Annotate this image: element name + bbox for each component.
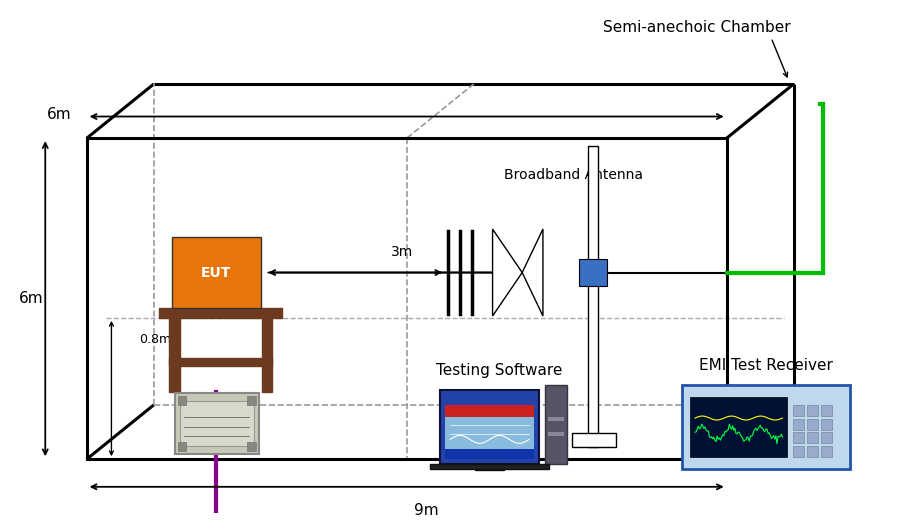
Bar — [579, 259, 607, 287]
Bar — [441, 390, 539, 464]
Text: Broadband Antenna: Broadband Antenna — [504, 168, 643, 182]
Bar — [545, 385, 566, 464]
Bar — [548, 433, 564, 436]
Bar — [445, 405, 534, 459]
Bar — [690, 397, 788, 457]
Bar — [807, 446, 818, 457]
Bar — [247, 396, 255, 405]
Bar — [445, 449, 534, 459]
Bar — [821, 433, 832, 444]
Bar — [793, 405, 804, 415]
Bar — [548, 417, 564, 421]
Bar — [174, 393, 259, 454]
Text: 6m: 6m — [19, 291, 44, 306]
Bar — [169, 358, 273, 366]
Bar — [807, 433, 818, 444]
Bar — [180, 401, 253, 446]
Bar — [431, 464, 549, 469]
Bar — [821, 446, 832, 457]
Text: EMI Test Receiver: EMI Test Receiver — [700, 358, 833, 373]
Bar — [177, 443, 186, 451]
Text: 3m: 3m — [391, 245, 413, 259]
Bar — [821, 419, 832, 430]
Bar — [793, 419, 804, 430]
Bar — [807, 419, 818, 430]
Bar — [475, 464, 504, 470]
Bar — [793, 433, 804, 444]
Bar — [807, 405, 818, 415]
Polygon shape — [522, 229, 543, 316]
Bar — [247, 443, 255, 451]
Bar — [821, 405, 832, 415]
Text: Semi-anechoic Chamber: Semi-anechoic Chamber — [603, 20, 790, 35]
Bar — [159, 308, 282, 318]
Bar — [169, 318, 180, 392]
Bar — [793, 446, 804, 457]
Text: Testing Software: Testing Software — [436, 363, 563, 378]
Bar — [682, 385, 850, 469]
Bar — [86, 138, 726, 459]
Bar — [177, 396, 186, 405]
Text: 0.8m: 0.8m — [139, 333, 171, 346]
Text: 9m: 9m — [414, 503, 439, 517]
Bar — [262, 318, 273, 392]
Text: 6m: 6m — [47, 107, 72, 122]
Text: EUT: EUT — [201, 266, 231, 280]
Bar — [172, 237, 261, 308]
Polygon shape — [493, 229, 522, 316]
Bar — [572, 434, 616, 447]
Bar — [445, 405, 534, 417]
Bar — [588, 146, 599, 447]
